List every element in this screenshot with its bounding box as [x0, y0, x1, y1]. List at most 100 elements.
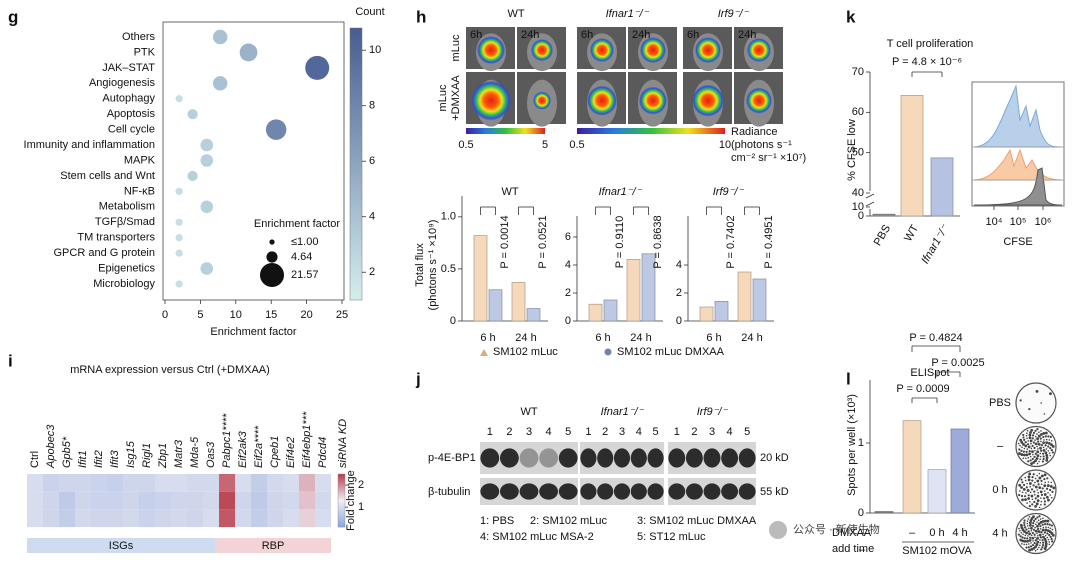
spot	[1028, 538, 1032, 542]
spot	[1027, 535, 1029, 537]
spot	[1044, 451, 1048, 455]
spot	[1036, 524, 1039, 528]
spot	[1040, 493, 1044, 496]
band	[721, 448, 739, 468]
spot	[1019, 538, 1023, 542]
spot	[1048, 543, 1051, 546]
signal	[640, 37, 666, 64]
x-row-item: 4 h	[952, 527, 967, 539]
spot	[1018, 527, 1020, 530]
category-label: NF-κB	[124, 185, 155, 197]
spot	[1038, 546, 1040, 549]
spot	[1031, 498, 1034, 501]
spot	[1042, 533, 1044, 536]
x-row-label: DMXAA	[832, 527, 872, 539]
spot	[1034, 523, 1037, 526]
heat-cell	[283, 509, 299, 528]
heat-cell	[59, 509, 75, 528]
group-label: WT	[520, 406, 537, 418]
spot	[1040, 531, 1043, 534]
spot	[1050, 443, 1053, 447]
spot	[1039, 525, 1042, 528]
spot	[1050, 532, 1054, 535]
heat-cell	[139, 474, 155, 492]
spot	[1034, 539, 1037, 542]
spot	[1048, 533, 1051, 537]
colorbar-tick-label: 2	[369, 266, 375, 278]
heat-cell	[27, 509, 43, 528]
band	[539, 448, 559, 468]
signal	[692, 84, 724, 117]
heat-cell	[171, 509, 187, 528]
y-tick-label: 60	[852, 106, 864, 118]
signal	[531, 39, 553, 62]
spot	[1048, 439, 1051, 441]
lane-label: 2	[602, 426, 608, 438]
time-label: 6h	[687, 29, 699, 41]
spot	[1027, 475, 1031, 479]
band	[499, 483, 519, 500]
bar	[752, 278, 767, 322]
dot	[175, 95, 183, 103]
chart-title: ELISpot	[910, 367, 949, 379]
spot	[1027, 518, 1030, 520]
spot	[1023, 519, 1026, 522]
size-legend-label: ≤1.00	[291, 236, 318, 248]
heat-cell	[91, 474, 107, 492]
spot	[1031, 536, 1035, 540]
y-axis-label: Spots per well (×10³)	[846, 394, 858, 496]
spot	[1022, 450, 1025, 453]
heat-cell	[299, 474, 315, 492]
spot	[1034, 536, 1036, 539]
spot	[1034, 485, 1038, 489]
spot	[1029, 519, 1033, 522]
band	[580, 483, 597, 500]
spot	[1048, 523, 1051, 526]
spot	[1022, 457, 1025, 460]
spot	[1043, 484, 1047, 488]
spot	[1045, 526, 1047, 528]
x-tick-label: 24 h	[741, 332, 762, 344]
column-label: Pdcd4	[317, 437, 329, 468]
spot	[1026, 432, 1028, 435]
spot	[1042, 517, 1044, 520]
spot	[1043, 493, 1047, 496]
x-tick-label: 6 h	[706, 332, 721, 344]
spot	[1047, 491, 1049, 494]
spot	[1041, 539, 1044, 542]
spot	[1030, 488, 1034, 491]
column-label: Eif4e2	[285, 437, 297, 468]
band	[647, 448, 664, 468]
heat-cell	[123, 474, 139, 492]
spot	[1046, 484, 1050, 487]
heat-cell	[139, 509, 155, 528]
spot	[1036, 534, 1039, 537]
spot	[1039, 542, 1042, 544]
dot	[200, 262, 214, 275]
time-label: 6h	[581, 29, 593, 41]
column-label: Isg15	[125, 440, 137, 468]
category-label: Others	[122, 31, 156, 43]
spot	[1023, 543, 1026, 546]
dot	[212, 29, 228, 45]
spot	[1024, 495, 1027, 498]
y-tick-label: 0.5	[441, 263, 456, 275]
spot	[1037, 530, 1041, 533]
bar	[902, 420, 922, 514]
heat-cell	[107, 491, 123, 510]
row-label: mLuc	[437, 84, 449, 111]
spot	[1042, 431, 1046, 435]
heat-cell	[27, 491, 43, 510]
heat-cell	[203, 491, 219, 510]
y-tick-label: 1	[858, 437, 864, 449]
y-tick-label: 0	[565, 315, 571, 327]
spot	[1028, 433, 1032, 437]
spot	[1023, 521, 1026, 524]
spot	[1044, 544, 1048, 548]
spot	[1043, 537, 1047, 541]
spot	[1041, 460, 1044, 463]
spot	[1036, 489, 1039, 491]
x-tick-label: 20	[300, 309, 312, 321]
x-tick-label: 6 h	[595, 332, 610, 344]
heat-cell	[171, 474, 187, 492]
